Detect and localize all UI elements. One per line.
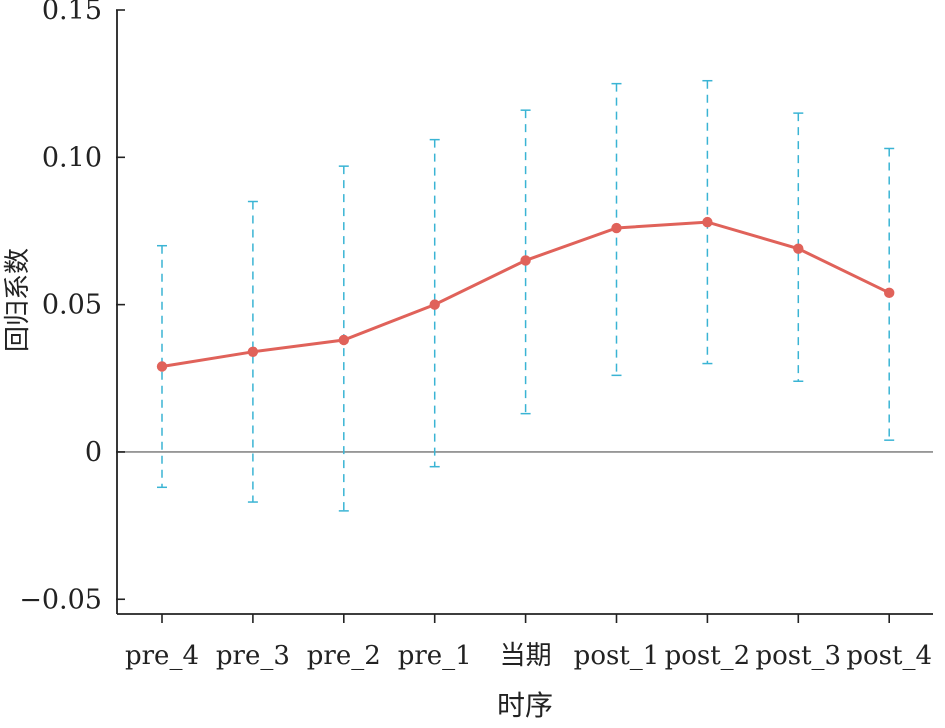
x-tick-label: post_2 bbox=[665, 641, 751, 671]
y-tick-label: −0.05 bbox=[19, 584, 102, 615]
y-tick-label: 0.10 bbox=[42, 142, 102, 173]
data-point-当期 bbox=[520, 255, 531, 266]
y-axis-label: 回归系数 bbox=[3, 248, 33, 352]
x-tick-label: post_3 bbox=[755, 641, 841, 671]
data-point-post_4 bbox=[884, 287, 895, 299]
x-tick-label: 当期 bbox=[500, 641, 552, 671]
x-tick-labels: pre_4 pre_3 pre_2 pre_1 当期 post_1 post_2 post_3… bbox=[125, 641, 932, 671]
data-point-post_1 bbox=[611, 222, 622, 234]
data-point-pre_1 bbox=[429, 299, 440, 310]
axes bbox=[116, 9, 933, 623]
data-point-pre_4 bbox=[156, 361, 168, 372]
y-tick-label: 0 bbox=[85, 437, 102, 468]
data-points bbox=[156, 216, 895, 372]
x-tick-label: pre_3 bbox=[216, 641, 290, 671]
y-tick-label: 0.05 bbox=[42, 290, 102, 321]
y-tick-label: 0.15 bbox=[42, 0, 102, 26]
x-tick-label: pre_4 bbox=[125, 641, 199, 671]
x-tick-label: post_1 bbox=[574, 641, 660, 671]
data-point-pre_3 bbox=[247, 346, 259, 357]
error-bars bbox=[157, 79, 895, 512]
x-tick-label: pre_1 bbox=[398, 641, 472, 671]
x-axis-label: 时序 bbox=[497, 689, 553, 722]
x-tick-label: pre_2 bbox=[307, 641, 381, 671]
y-tick-labels: −0.05 0 0.05 0.10 0.15 bbox=[19, 0, 102, 615]
data-point-post_3 bbox=[793, 243, 804, 254]
x-tick-label: post_4 bbox=[846, 641, 932, 671]
data-point-post_2 bbox=[702, 216, 713, 228]
data-point-pre_2 bbox=[338, 334, 349, 346]
